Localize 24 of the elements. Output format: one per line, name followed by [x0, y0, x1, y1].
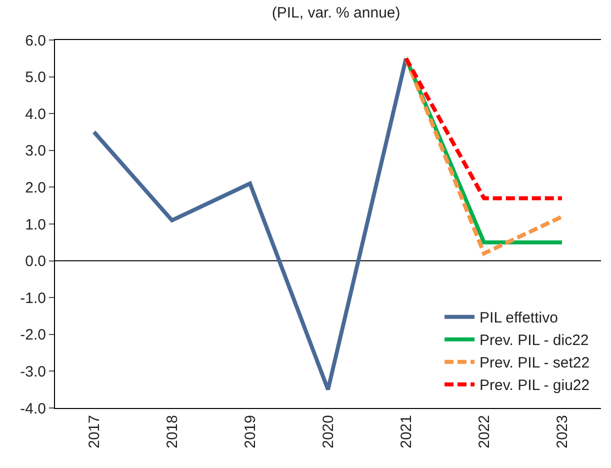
y-tick-label: 4.0	[25, 106, 46, 123]
line-series	[92, 56, 408, 392]
x-tick-label: 2023	[554, 415, 571, 448]
y-tick-label: 0.0	[25, 253, 46, 270]
x-tick-label: 2021	[398, 415, 415, 448]
x-tick-label: 2018	[164, 415, 181, 448]
legend-label: Prev. PIL - set22	[480, 354, 590, 372]
x-tick-label: 2019	[242, 415, 259, 448]
y-tick-label: 5.0	[25, 69, 46, 86]
y-tick-label: -3.0	[20, 363, 46, 380]
y-tick-label: 1.0	[25, 216, 46, 234]
y-tick-label: 2.0	[25, 179, 46, 196]
y-tick-label: 6.0	[25, 32, 46, 50]
legend-label: Prev. PIL - dic22	[480, 332, 589, 350]
x-tick-label: 2020	[320, 415, 337, 448]
y-tick-label: 3.0	[25, 142, 46, 160]
legend-label: Prev. PIL - giu22	[480, 377, 590, 394]
chart-title: (PIL, var. % annue)	[272, 4, 400, 22]
x-tick-label: 2022	[476, 415, 493, 448]
y-tick-label: -1.0	[20, 290, 46, 307]
y-tick-label: -4.0	[20, 400, 46, 418]
x-tick-label: 2017	[86, 415, 103, 448]
legend-label: PIL effettivo	[480, 310, 558, 327]
y-tick-label: -2.0	[20, 326, 46, 344]
